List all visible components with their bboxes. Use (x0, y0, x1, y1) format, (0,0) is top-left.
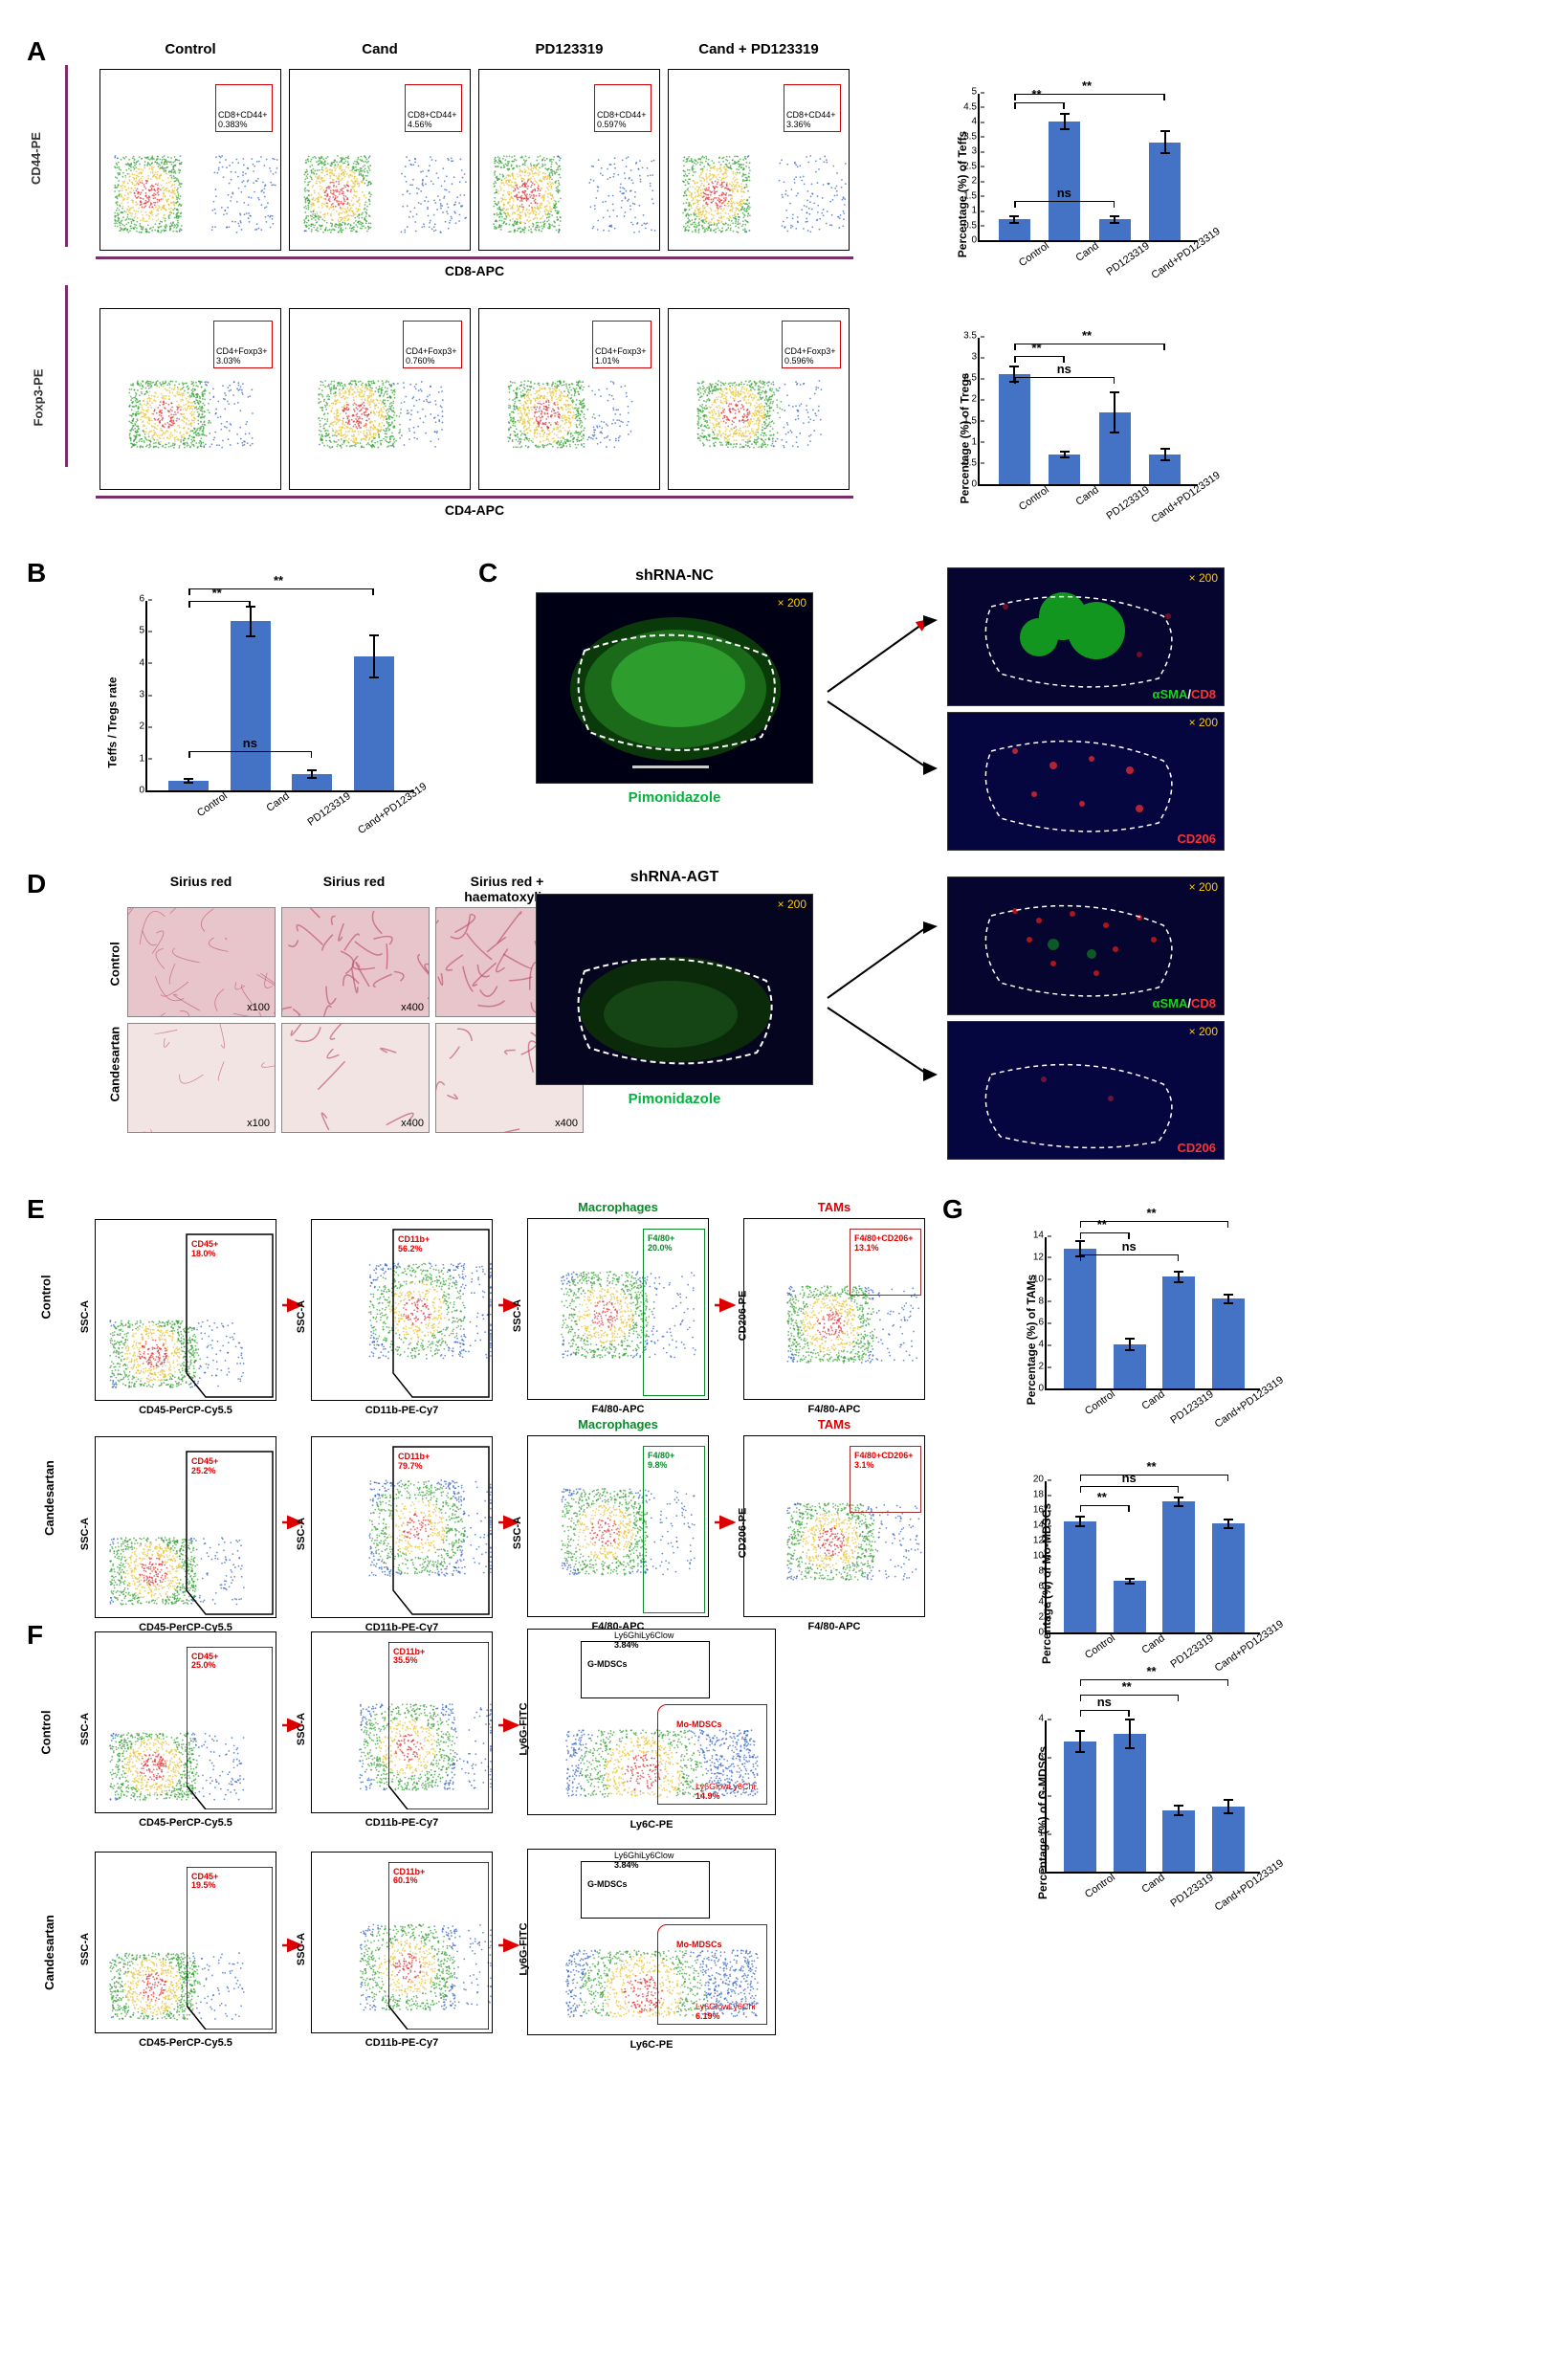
asma-cd8-agt: × 200 αSMA/CD8 (947, 876, 1225, 1015)
e-plot: CD45+18.0%SSC-A (95, 1219, 276, 1401)
chart-teffs-tregs-rate: 0123456ControlCandPD123319Cand+PD123319*… (105, 577, 431, 859)
panel-c-label: C (478, 558, 497, 588)
facs-a1-3: CD8+CD44+3.36% (668, 69, 850, 251)
f-row1: Candesartan (42, 1915, 56, 1990)
col-head-1: Cand (285, 41, 475, 57)
pimo-label-bot: Pimonidazole (536, 1091, 813, 1107)
facs-a1-0: CD8+CD44+0.383% (99, 69, 281, 251)
e-plot: F4/80+CD206+13.1%CD206-PE (743, 1218, 925, 1400)
facs-a2-1: CD4+Foxp3+0.760% (289, 308, 471, 490)
col-head-0: Control (96, 41, 285, 57)
shrna-agt-label: shRNA-AGT (536, 869, 813, 886)
f-plot: CD45+25.0%SSC-A (95, 1631, 276, 1813)
d-col-0: Sirius red (124, 874, 277, 904)
chart-teffs: 00.511.522.533.544.55ControlCandPD123319… (938, 70, 1215, 309)
f-row0: Control (39, 1710, 54, 1754)
asma-cd8-nc: × 200 αSMA/CD8 (947, 567, 1225, 706)
histo-0-0: x100 (127, 907, 276, 1017)
e-plot: F4/80+20.0%SSC-A (527, 1218, 709, 1400)
panel-g-label: G (942, 1194, 963, 1225)
chart-mo-mdscs: 02468101214161820ControlCandPD123319Cand… (1005, 1457, 1277, 1701)
pimo-label-top: Pimonidazole (536, 789, 813, 806)
e-row0: Control (39, 1275, 54, 1319)
e-row1: Candesartan (42, 1460, 56, 1536)
chart-tregs: 00.511.522.533.5ControlCandPD123319Cand+… (938, 314, 1215, 553)
e-plot: F4/80+CD206+3.1%CD206-PE (743, 1435, 925, 1617)
e-plot: CD11b+56.2%SSC-A (311, 1219, 493, 1401)
facs-a1-1: CD8+CD44+4.56% (289, 69, 471, 251)
row2-xlabel: CD4-APC (96, 502, 853, 518)
facs-a2-3: CD4+Foxp3+0.596% (668, 308, 850, 490)
facs-a2-0: CD4+Foxp3+3.03% (99, 308, 281, 490)
shrna-nc-label: shRNA-NC (536, 567, 813, 585)
col-head-3: Cand + PD123319 (664, 41, 853, 57)
panel-a-label: A (27, 36, 46, 67)
histo-0-1: x400 (281, 907, 430, 1017)
cd206-nc: × 200 CD206 (947, 712, 1225, 851)
histo-1-1: x400 (281, 1023, 430, 1133)
mdsc-plot: Ly6GhiLy6Clow3.84%G-MDSCsMo-MDSCsLy6Glow… (527, 1849, 776, 2035)
panel-f-label: F (27, 1620, 43, 1651)
row2-ylabel: Foxp3-PE (31, 369, 45, 427)
f-plot: CD45+19.5%SSC-A (95, 1852, 276, 2033)
panel-b-label: B (27, 558, 46, 588)
e-plot: CD11b+79.7%SSC-A (311, 1436, 493, 1618)
e-plot: CD45+25.2%SSC-A (95, 1436, 276, 1618)
e-plot: F4/80+9.8%SSC-A (527, 1435, 709, 1617)
f-plot: CD11b+60.1%SSC-A (311, 1852, 493, 2033)
d-col-1: Sirius red (277, 874, 431, 904)
mdsc-plot: Ly6GhiLy6Clow3.84%G-MDSCsMo-MDSCsLy6Glow… (527, 1629, 776, 1815)
histo-1-0: x100 (127, 1023, 276, 1133)
facs-a1-2: CD8+CD44+0.597% (478, 69, 660, 251)
f-plot: CD11b+35.5%SSC-A (311, 1631, 493, 1813)
chart-tams: 02468101214ControlCandPD123319Cand+PD123… (1005, 1213, 1277, 1457)
row1-xlabel: CD8-APC (96, 263, 853, 278)
cd206-agt: × 200 CD206 (947, 1021, 1225, 1160)
pimo-nc-img: × 200 (536, 592, 813, 784)
pimo-agt-img: × 200 (536, 894, 813, 1085)
col-head-2: PD123319 (475, 41, 664, 57)
row1-ylabel: CD44-PE (29, 132, 43, 185)
chart-g-mdscs: 01234ControlCandPD123319Cand+PD123319ns*… (1005, 1697, 1277, 1941)
panel-e-label: E (27, 1194, 45, 1225)
facs-a2-2: CD4+Foxp3+1.01% (478, 308, 660, 490)
panel-d-label: D (27, 869, 46, 899)
